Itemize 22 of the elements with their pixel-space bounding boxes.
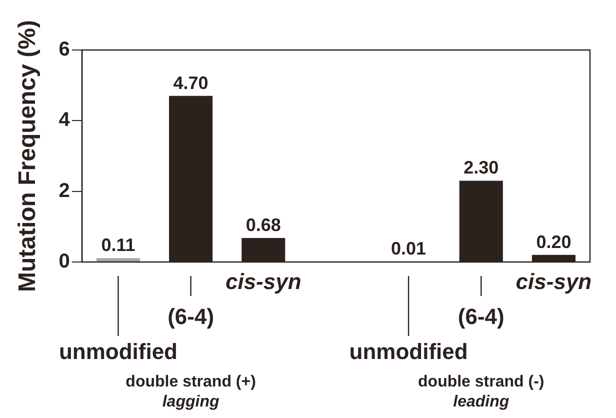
data-label: 2.30 <box>464 158 499 178</box>
x-tick-label: cis-syn <box>516 269 592 294</box>
text: leading <box>453 393 510 410</box>
data-label: 4.70 <box>173 72 208 93</box>
data-label: 0.01 <box>391 238 426 259</box>
y-tick-label: 4 <box>58 109 71 132</box>
y-axis-title: Mutation Frequency (%) <box>14 20 42 292</box>
text: double strand (-) <box>418 373 544 390</box>
text: double strand (+) <box>126 373 256 390</box>
text: lagging <box>162 393 220 410</box>
y-tick-label: 6 <box>58 38 70 61</box>
data-label: 0.11 <box>101 235 136 256</box>
y-tick-label: 2 <box>58 180 70 202</box>
x-tick-label: cis-syn <box>225 269 302 294</box>
data-label: 0.68 <box>246 214 281 235</box>
x-tick-label: (6-4) <box>168 304 214 330</box>
x-tick-label: unmodified <box>349 339 468 364</box>
x-tick-label: (6-4) <box>458 304 504 330</box>
x-tick-label: unmodified <box>58 339 178 364</box>
y-tick-label: 0 <box>58 250 70 273</box>
data-label: 0.20 <box>536 232 572 252</box>
bar <box>96 258 140 262</box>
